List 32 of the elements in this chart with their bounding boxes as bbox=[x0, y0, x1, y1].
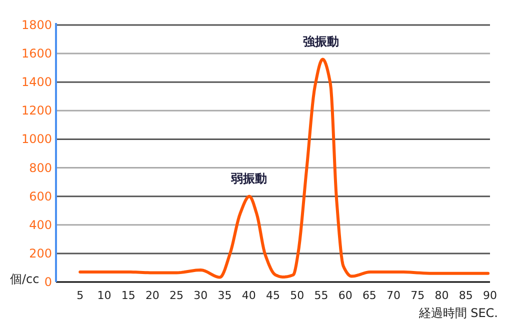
x-tick-label: 85 bbox=[458, 289, 473, 302]
y-tick-label: 1200 bbox=[21, 104, 52, 118]
annotation: 弱振動 bbox=[230, 171, 267, 186]
y-tick-label: 400 bbox=[29, 218, 52, 232]
x-tick-label: 35 bbox=[218, 289, 232, 302]
x-tick-label: 20 bbox=[145, 289, 160, 302]
x-tick-label: 25 bbox=[170, 289, 184, 302]
x-tick-label: 70 bbox=[386, 289, 401, 302]
y-axis-title: 個/cc bbox=[10, 272, 40, 286]
x-axis-title: 経過時間 SEC. bbox=[418, 306, 498, 320]
x-tick-label: 45 bbox=[266, 289, 280, 302]
y-tick-label: 200 bbox=[29, 246, 52, 260]
annotation: 強振動 bbox=[303, 34, 340, 48]
x-tick-label: 65 bbox=[362, 289, 376, 302]
x-tick-label: 30 bbox=[194, 289, 208, 302]
x-tick-label: 55 bbox=[314, 289, 328, 302]
y-tick-label: 1000 bbox=[21, 132, 52, 146]
x-tick-label: 10 bbox=[97, 289, 112, 302]
y-tick-label: 0 bbox=[44, 275, 52, 289]
y-tick-label: 1600 bbox=[21, 46, 52, 61]
y-tick-label: 1400 bbox=[21, 75, 52, 90]
x-tick-label: 90 bbox=[483, 289, 497, 302]
x-tick-label: 50 bbox=[290, 289, 304, 302]
x-tick-label: 15 bbox=[121, 289, 136, 302]
y-tick-label: 600 bbox=[29, 189, 52, 204]
y-tick-label: 800 bbox=[29, 160, 52, 175]
y-tick-label: 1800 bbox=[21, 18, 52, 32]
x-tick-label: 5 bbox=[76, 289, 84, 302]
x-tick-label: 40 bbox=[242, 289, 256, 302]
x-tick-label: 60 bbox=[338, 289, 352, 302]
x-tick-label: 80 bbox=[434, 289, 449, 302]
x-tick-label: 75 bbox=[410, 289, 425, 302]
